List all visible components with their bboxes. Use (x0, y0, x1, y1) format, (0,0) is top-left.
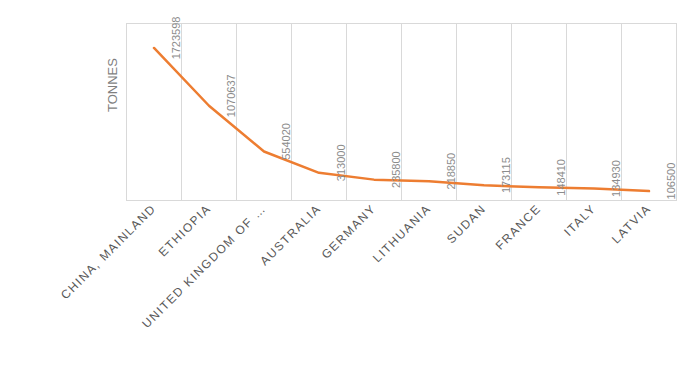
svg-text:AUSTRALIA: AUSTRALIA (257, 201, 324, 268)
svg-text:173115: 173115 (500, 157, 512, 193)
svg-text:554020: 554020 (280, 123, 292, 160)
svg-text:CHINA, MAINLAND: CHINA, MAINLAND (58, 201, 159, 302)
svg-text:LATVIA: LATVIA (609, 201, 654, 246)
svg-text:148410: 148410 (555, 159, 567, 196)
svg-text:134930: 134930 (610, 160, 622, 197)
svg-text:235800: 235800 (390, 151, 402, 188)
svg-text:1070637: 1070637 (225, 74, 237, 117)
svg-text:FRANCE: FRANCE (493, 201, 544, 252)
svg-text:ETHIOPIA: ETHIOPIA (156, 201, 214, 259)
svg-text:313000: 313000 (335, 144, 347, 181)
svg-text:GERMANY: GERMANY (319, 201, 379, 261)
svg-text:1723598: 1723598 (170, 17, 182, 60)
svg-text:UNITED KINGDOM OF …: UNITED KINGDOM OF … (139, 201, 269, 331)
svg-text:106500: 106500 (665, 163, 677, 200)
svg-text:TONNES: TONNES (105, 58, 120, 112)
svg-text:SUDAN: SUDAN (444, 201, 489, 246)
svg-text:ITALY: ITALY (561, 201, 599, 239)
svg-text:LITHUANIA: LITHUANIA (370, 201, 434, 265)
svg-text:218850: 218850 (445, 153, 457, 190)
